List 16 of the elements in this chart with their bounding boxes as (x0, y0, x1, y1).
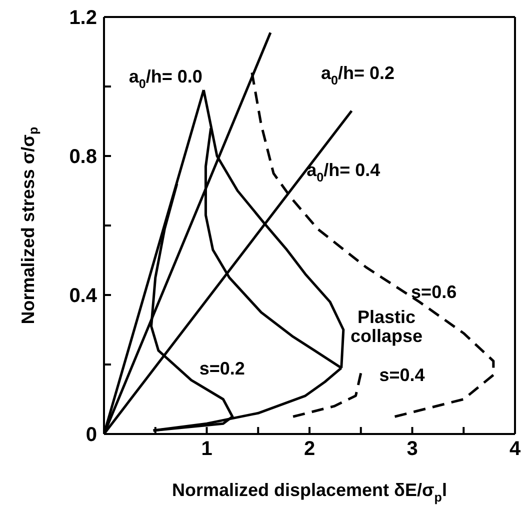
annotation: s=0.6 (411, 282, 457, 302)
y-tick-label: 0.8 (69, 146, 97, 168)
annotation: a$_{0}$/h= 0.0 (128, 66, 202, 91)
y-tick-label: 1.2 (69, 7, 97, 30)
annotation: s=0.2 (199, 358, 245, 378)
annotation: a$_{0}$/h= 0.2 (321, 62, 395, 88)
x-tick-label: 4 (509, 438, 522, 460)
x-tick-label: 3 (406, 438, 418, 460)
x-tick-label: 1 (201, 438, 212, 460)
x-tick-label: 2 (304, 438, 316, 460)
x-axis-title: Normalized displacement δE/σ$_{p}$l (172, 480, 448, 504)
y-tick-label: 0 (86, 424, 97, 446)
annotation: a$_{0}$/h= 0.4 (306, 160, 380, 185)
y-tick-label: 0.4 (69, 285, 98, 308)
annotation: s=0.4 (379, 365, 425, 386)
annotation: Plastic collapse (350, 307, 423, 346)
